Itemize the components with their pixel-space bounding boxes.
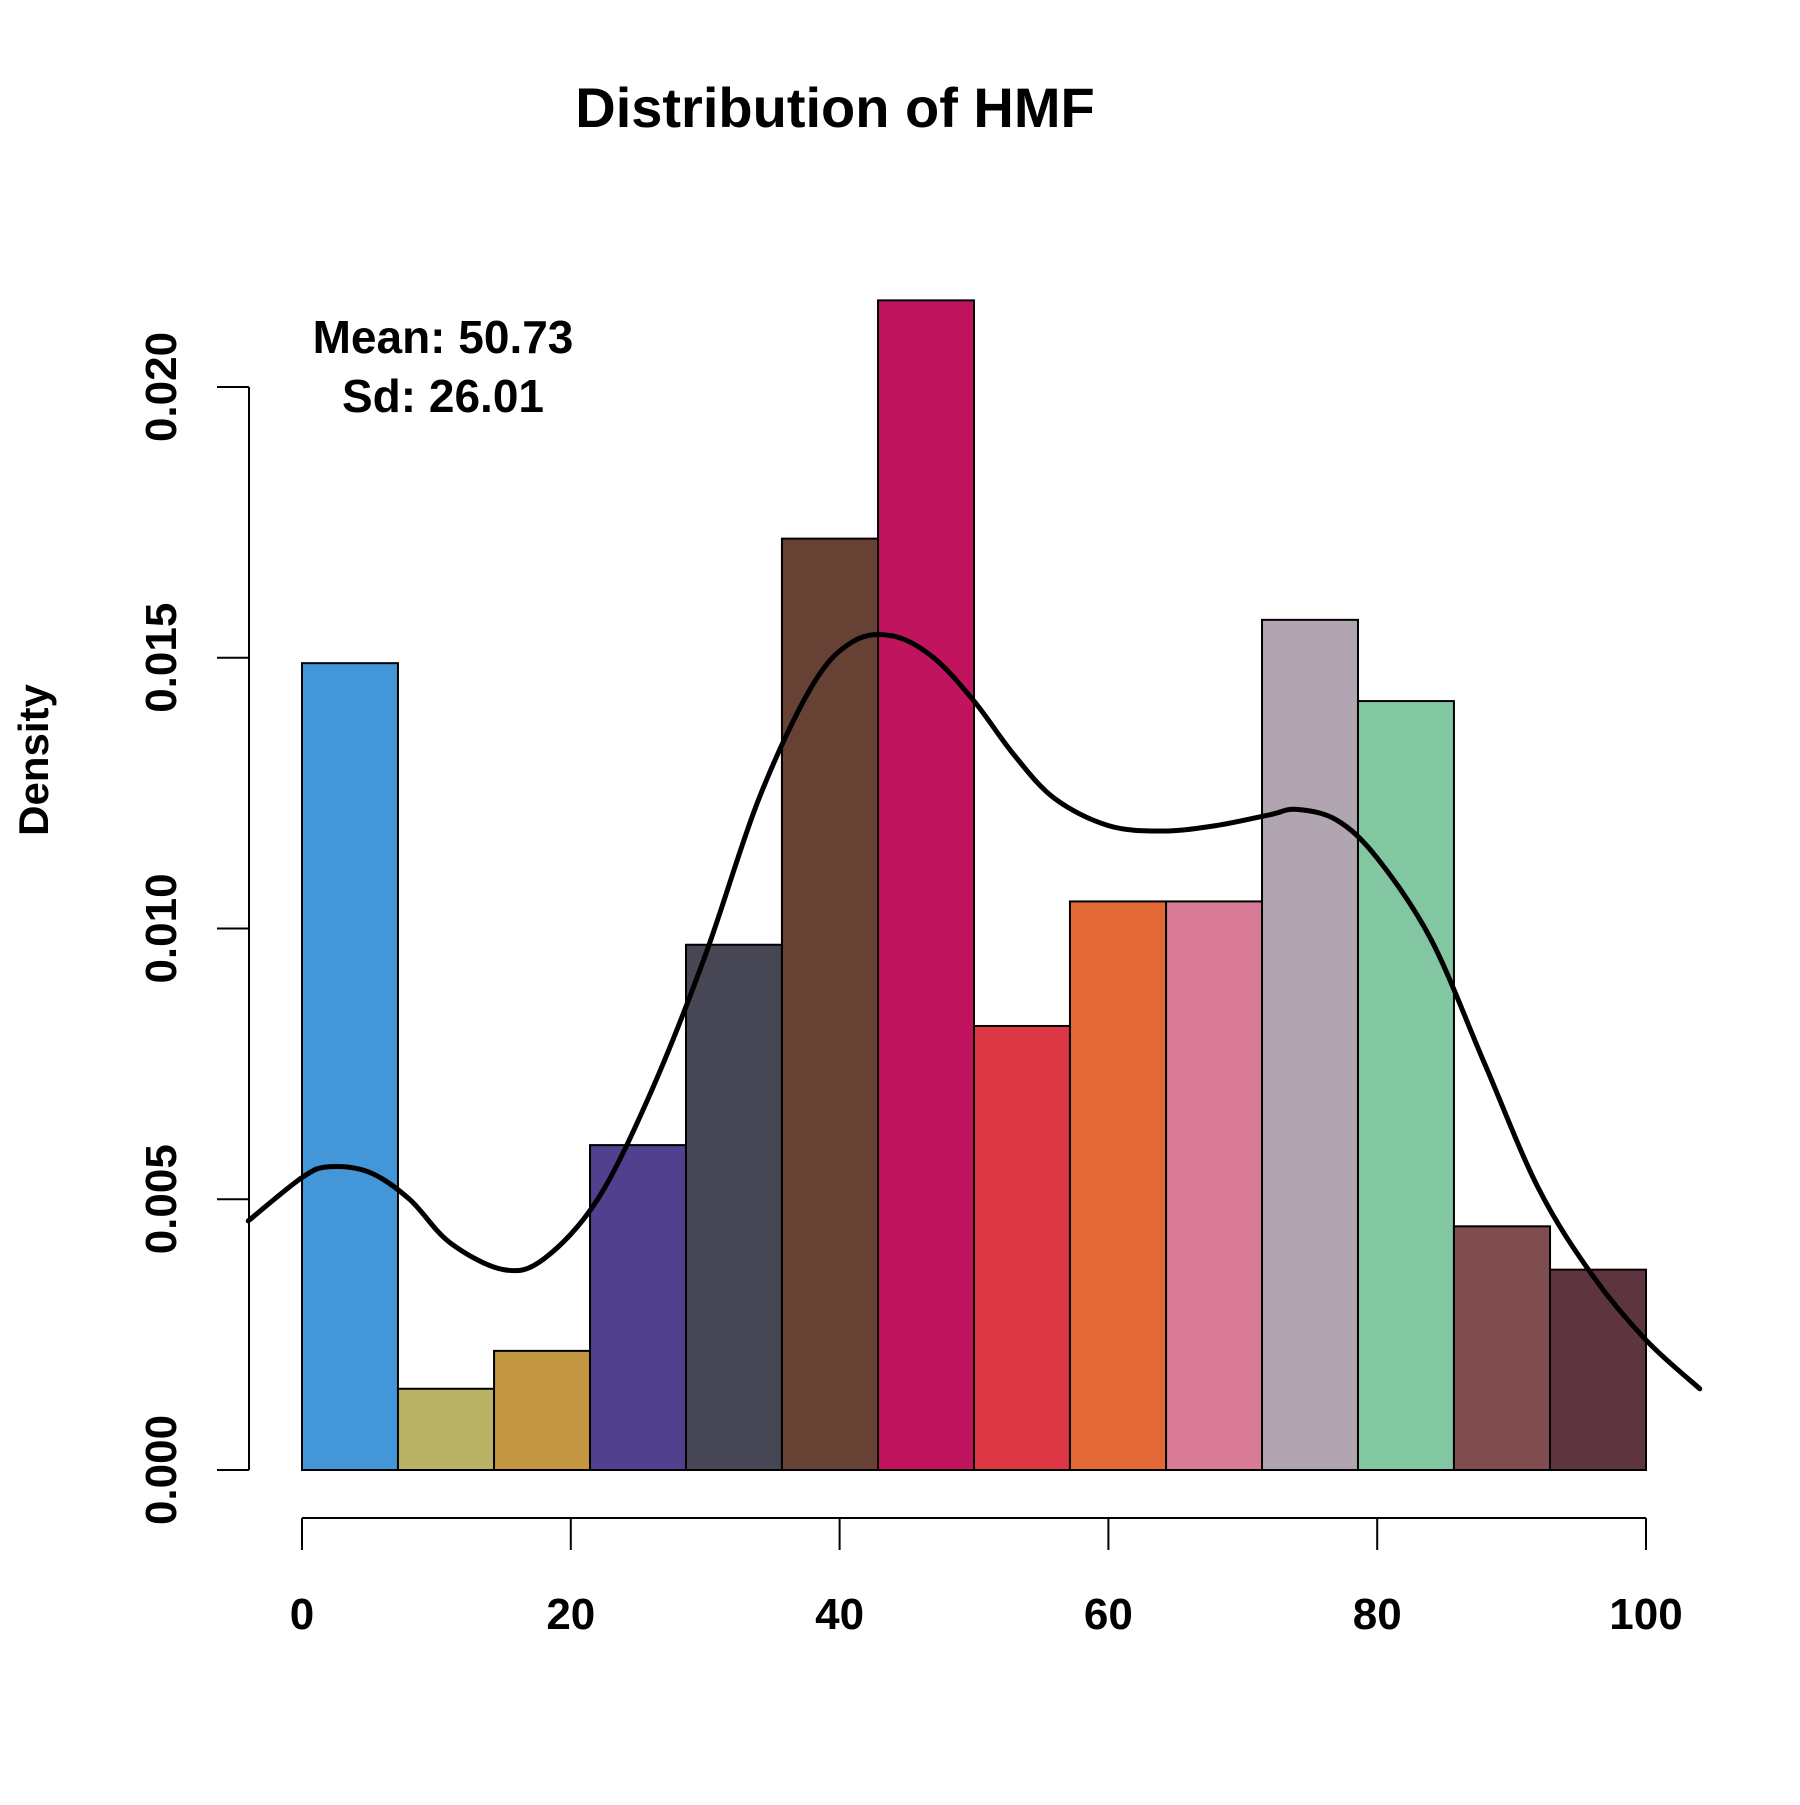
x-tick-label: 20 [546,1590,595,1639]
density-curve-layer [245,631,1703,1392]
x-axis: 0 20 40 60 80 100 [290,1517,1683,1639]
x-tick-label: 100 [1609,1590,1682,1639]
histogram-bar-3 [493,1349,592,1471]
histogram-bar-12 [1356,700,1455,1471]
y-tick-label: 0.010 [137,873,186,983]
chart-title: Distribution of HMF [575,76,1094,139]
x-tick-label: 60 [1084,1590,1133,1639]
histogram-bar-4 [589,1144,687,1471]
y-tick-label: 0.015 [137,603,186,713]
x-tick-label: 80 [1353,1590,1402,1639]
y-axis-label: Density [10,684,57,836]
histogram-bar-13 [1452,1225,1552,1471]
histogram-bar-7 [877,299,975,1471]
histogram-bar-11 [1261,618,1359,1471]
sd-annotation: Sd: 26.01 [342,370,544,422]
y-axis: 0.000 0.005 0.010 0.015 0.020 [137,332,250,1525]
histogram-bar-2 [396,1387,496,1472]
histogram-bar-6 [780,537,880,1471]
histogram-bar-14 [1549,1268,1648,1472]
histogram-bar-5 [684,943,783,1471]
histogram-bar-1 [301,662,399,1471]
y-tick-label: 0.000 [137,1415,186,1525]
x-tick-label: 40 [815,1590,864,1639]
histogram-bar-8 [973,1024,1071,1471]
bars-layer [301,299,1648,1472]
density-curve [245,631,1703,1392]
histogram-bar-10 [1165,900,1264,1471]
histogram-bar-9 [1068,900,1168,1471]
y-tick-label: 0.005 [137,1144,186,1254]
y-tick-label: 0.020 [137,332,186,442]
x-tick-label: 0 [290,1590,314,1639]
mean-annotation: Mean: 50.73 [313,311,574,363]
